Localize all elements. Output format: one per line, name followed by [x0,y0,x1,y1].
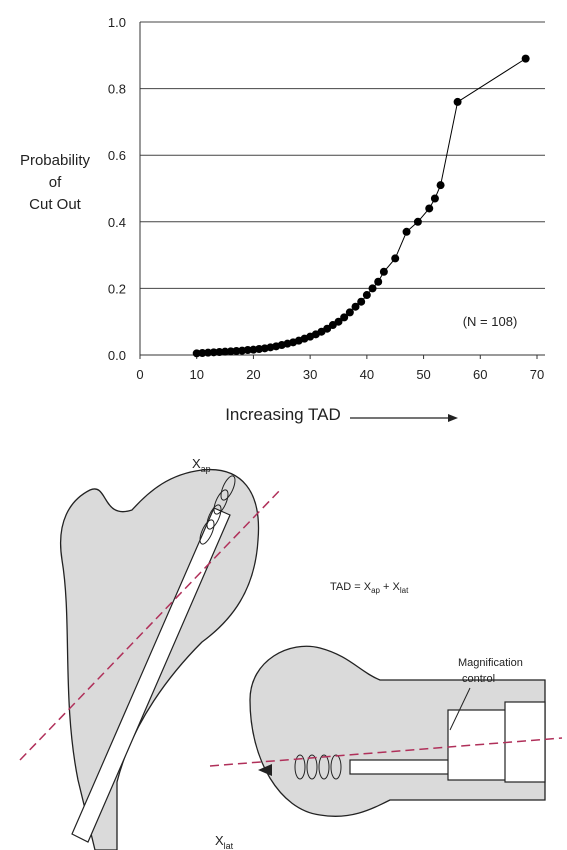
formula-part: + X [380,581,401,593]
data-point [363,291,371,299]
formula-part: TAD = X [330,581,372,593]
ap-main: X [192,456,201,471]
y-axis-label: of [49,174,62,191]
data-point [425,204,433,212]
data-point [374,278,382,286]
x-axis-label: Increasing TAD [225,405,341,424]
data-point [437,181,445,189]
data-point [357,298,365,306]
lat-label: Xlat [215,833,234,850]
magnification-label: control [462,673,495,685]
page: (N = 108) Increasing TAD Xap TAD = Xap +… [0,0,567,850]
annotation: (N = 108) [463,314,518,329]
y-tick-label: 0.2 [108,281,126,296]
data-point [431,194,439,202]
y-tick-label: 1.0 [108,15,126,30]
x-tick-label: 0 [136,367,143,382]
data-line [197,59,526,354]
x-tick-label: 50 [416,367,430,382]
data-point [522,55,530,63]
lat-sub: lat [224,841,234,850]
x-tick-label: 20 [246,367,260,382]
y-tick-label: 0.4 [108,215,126,230]
femur-lateral [210,646,562,816]
lat-main: X [215,833,224,848]
data-point [391,254,399,262]
data-point [414,218,422,226]
data-point [454,98,462,106]
x-tick-label: 10 [189,367,203,382]
y-tick-label: 0.0 [108,348,126,363]
x-arrow [350,414,458,422]
magnification-label: Magnification [458,657,523,669]
formula-sub: lat [400,586,409,595]
data-point [380,268,388,276]
data-point [346,308,354,316]
y-axis-label: Probability [20,152,91,169]
data-point [369,284,377,292]
x-tick-label: 70 [530,367,544,382]
x-tick-label: 60 [473,367,487,382]
y-axis-label: Cut Out [29,196,82,213]
x-tick-label: 40 [360,367,374,382]
femur-ap [20,470,282,850]
data-point [403,228,411,236]
formula: TAD = Xap + Xlat [330,581,409,595]
y-tick-label: 0.8 [108,82,126,97]
ap-sub: ap [201,464,211,474]
x-tick-label: 30 [303,367,317,382]
y-tick-label: 0.6 [108,148,126,163]
